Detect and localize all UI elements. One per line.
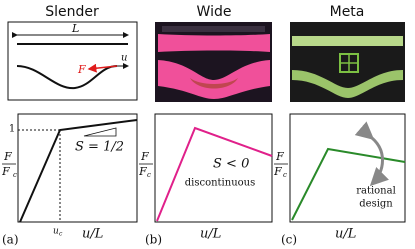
photo-meta [290, 22, 405, 102]
y-numerator: F [3, 150, 12, 163]
y-numerator: F [140, 150, 149, 163]
y-denominator: F [138, 165, 147, 178]
y-subscript: c [13, 171, 17, 179]
column-title: Meta [330, 4, 365, 20]
y-subscript: c [147, 171, 151, 179]
plot-slender [17, 113, 138, 223]
plot-wide [154, 113, 273, 223]
y-tick-label: 1 [9, 124, 15, 135]
column-title: Wide [197, 4, 232, 20]
panel-label: (a) [2, 233, 19, 247]
y-label: F F c [1, 150, 17, 179]
y-label: F F c [273, 150, 288, 179]
panel-label: (c) [281, 233, 297, 247]
x-tick-subscript: c [59, 231, 63, 238]
slope-annotation: S < 0 [213, 157, 249, 172]
force-label: F [77, 63, 86, 76]
y-denominator: F [1, 165, 10, 178]
photo-wide [155, 22, 272, 102]
y-numerator: F [275, 150, 284, 163]
y-subscript: c [283, 171, 287, 179]
panel-label: (b) [145, 233, 162, 247]
plot-note: rational [356, 186, 396, 197]
column-title: Slender [45, 4, 99, 20]
displacement-label: u [121, 53, 127, 64]
length-label: L [71, 22, 79, 35]
slope-annotation: S = 1/2 [75, 140, 124, 155]
y-denominator: F [273, 165, 282, 178]
x-label: u/L [82, 227, 103, 242]
x-tick-label: u [53, 227, 59, 237]
y-label: F F c [138, 150, 153, 179]
sketch: L F u [7, 21, 138, 101]
plot-note: discontinuous [185, 178, 255, 189]
x-label: u/L [335, 227, 356, 242]
x-label: u/L [200, 227, 221, 242]
plot-meta [289, 113, 406, 223]
plot-note: design [359, 199, 393, 210]
